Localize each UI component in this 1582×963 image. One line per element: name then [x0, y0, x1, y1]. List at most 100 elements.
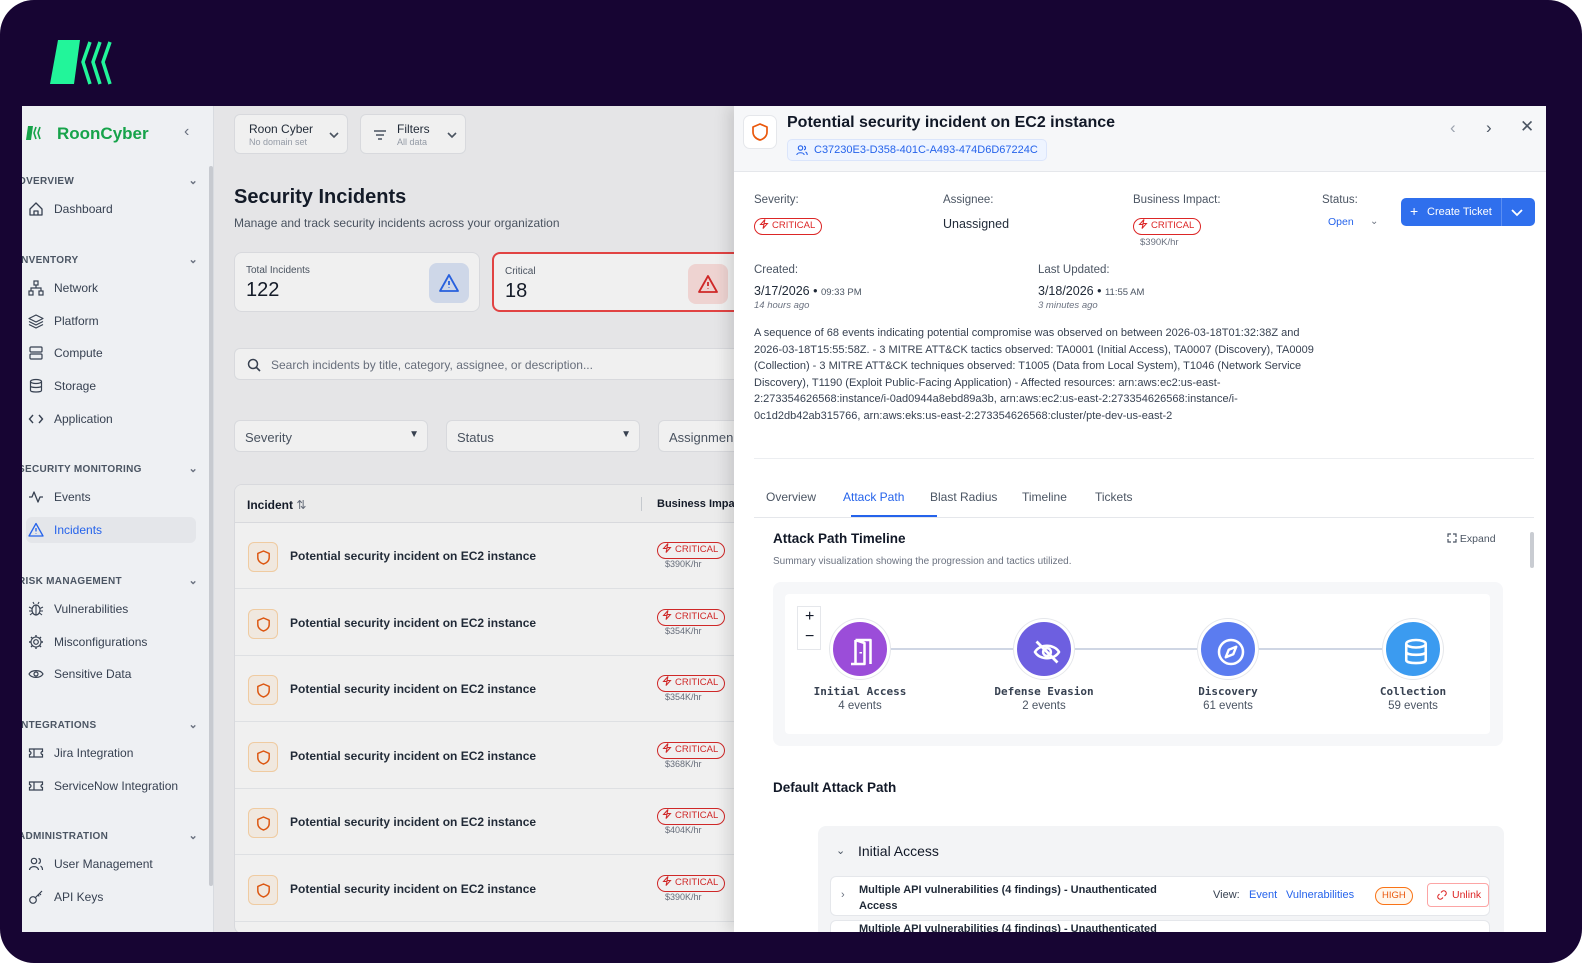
created-value: 3/17/2026 • 09:33 PM: [754, 284, 862, 298]
sidebar-section-header[interactable]: INVENTORY ⌄: [22, 254, 198, 266]
updated-label: Last Updated:: [1038, 264, 1110, 276]
sidebar-scrollbar[interactable]: [209, 166, 213, 886]
table-row[interactable]: Potential security incident on EC2 insta…: [235, 523, 734, 589]
sidebar-item-storage[interactable]: Storage: [26, 373, 196, 399]
sidebar-item-label: Sensitive Data: [54, 667, 132, 682]
vulnerabilities-link[interactable]: Vulnerabilities: [1286, 889, 1355, 901]
chevron-down-icon[interactable]: ⌄: [188, 719, 198, 731]
shield-icon: [248, 741, 278, 772]
chevron-down-icon: [447, 132, 457, 139]
timeline-node-initial-access[interactable]: [830, 619, 890, 679]
timeline-node-defense-evasion[interactable]: [1014, 619, 1074, 679]
next-incident-icon[interactable]: ›: [1486, 118, 1492, 137]
sidebar-item-user-management[interactable]: User Management: [26, 851, 196, 877]
table-row[interactable]: Potential security incident on EC2 insta…: [235, 723, 734, 789]
panel-scrollbar[interactable]: [1530, 532, 1534, 568]
shield-icon: [743, 115, 777, 149]
chevron-down-icon[interactable]: ⌄: [188, 254, 198, 266]
sidebar-section-header[interactable]: RISK MANAGEMENT ⌄: [22, 575, 198, 587]
chevron-down-icon[interactable]: [1509, 204, 1525, 220]
sidebar-item-compute[interactable]: Compute: [26, 340, 196, 366]
sidebar-item-network[interactable]: Network: [26, 275, 196, 301]
incident-detail-panel: Potential security incident on EC2 insta…: [734, 106, 1546, 932]
divider: [754, 458, 1534, 459]
sidebar-section-header[interactable]: INTEGRATIONS ⌄: [22, 719, 198, 731]
table-row[interactable]: Potential security incident on EC2 insta…: [235, 590, 734, 656]
tab-blast-radius[interactable]: Blast Radius: [930, 490, 998, 504]
assignment-filter[interactable]: Assignmen: [658, 420, 734, 452]
sidebar-item-servicenow-integration[interactable]: ServiceNow Integration: [26, 773, 196, 799]
sidebar-item-misconfigurations[interactable]: Misconfigurations: [26, 629, 196, 655]
org-selector[interactable]: Roon Cyber No domain set: [234, 114, 348, 154]
search-input[interactable]: Search incidents by title, category, ass…: [234, 348, 734, 380]
close-icon[interactable]: ✕: [1520, 117, 1535, 136]
sidebar-item-sensitive-data[interactable]: Sensitive Data: [26, 661, 196, 687]
expand-button[interactable]: Expand: [1447, 533, 1496, 545]
severity-badge: CRITICAL: [657, 805, 726, 826]
tab-timeline[interactable]: Timeline: [1022, 490, 1067, 504]
sidebar-item-jira-integration[interactable]: Jira Integration: [26, 740, 196, 766]
chevron-down-icon[interactable]: ⌄: [188, 575, 198, 587]
database-icon: [1404, 638, 1428, 665]
assignee-value[interactable]: Unassigned: [943, 217, 1010, 231]
timeline-node-collection[interactable]: [1383, 619, 1443, 679]
sidebar-item-label: Network: [54, 281, 99, 295]
unlink-button[interactable]: Unlink: [1427, 883, 1489, 907]
sidebar-item-application[interactable]: Application: [26, 406, 196, 432]
page-subtitle: Manage and track security incidents acro…: [234, 216, 560, 230]
zoom-in-button[interactable]: +: [805, 608, 815, 625]
finding-row[interactable]: Multiple API vulnerabilities (4 findings…: [830, 920, 1490, 932]
search-placeholder: Search incidents by title, category, ass…: [271, 358, 593, 372]
tab-tickets[interactable]: Tickets: [1095, 490, 1133, 504]
chevron-down-icon[interactable]: ⌄: [188, 463, 198, 475]
column-header-incident[interactable]: Incident ⇅: [247, 498, 307, 512]
sidebar-item-api-keys[interactable]: API Keys: [26, 884, 196, 910]
modal-backdrop[interactable]: [214, 106, 734, 932]
sidebar-item-platform[interactable]: Platform: [26, 308, 196, 334]
sidebar-section-header[interactable]: SECURITY MONITORING ⌄: [22, 463, 198, 475]
chevron-down-icon[interactable]: ⌄: [188, 175, 198, 187]
tab-attack-path[interactable]: Attack Path: [843, 490, 905, 504]
collapse-sidebar-icon[interactable]: ‹: [184, 123, 190, 140]
sidebar-item-events[interactable]: Events: [26, 484, 196, 510]
sidebar-item-dashboard[interactable]: Dashboard: [26, 196, 196, 222]
sidebar-item-incidents[interactable]: Incidents: [26, 516, 196, 543]
bolt-icon: [662, 609, 672, 620]
severity-filter[interactable]: Severity ▼: [234, 420, 428, 452]
home-icon: [29, 202, 43, 216]
table-row[interactable]: Potential security incident on EC2 insta…: [235, 789, 734, 856]
previous-incident-icon[interactable]: ‹: [1450, 118, 1456, 137]
table-row[interactable]: Potential security incident on EC2 insta…: [235, 856, 734, 922]
event-link[interactable]: Event: [1249, 889, 1278, 901]
zoom-out-button[interactable]: −: [805, 628, 815, 645]
chevron-down-icon[interactable]: ⌄: [836, 845, 846, 857]
chevron-down-icon[interactable]: ⌄: [1370, 216, 1379, 227]
chevron-right-icon[interactable]: ›: [841, 889, 845, 901]
bolt-icon: [1138, 219, 1148, 229]
status-select[interactable]: Open: [1328, 216, 1354, 228]
attack-path-group: ⌄ Initial Access › Multiple API vulnerab…: [818, 826, 1504, 932]
status-filter[interactable]: Status ▼: [446, 420, 640, 452]
shield-icon: [248, 675, 278, 706]
sidebar-item-vulnerabilities[interactable]: Vulnerabilities: [26, 596, 196, 622]
severity-badge: CRITICAL: [657, 739, 726, 759]
column-header-impact[interactable]: Business Impa: [657, 498, 734, 510]
ticket-icon: [28, 748, 44, 758]
create-ticket-label: Create Ticket: [1427, 206, 1492, 218]
incident-id-badge[interactable]: C37230E3-D358-401C-A493-474D6D67224C: [787, 139, 1047, 161]
chevron-down-icon[interactable]: ⌄: [188, 830, 198, 842]
impact-cost: $368K/hr: [665, 758, 702, 769]
timeline-node-discovery[interactable]: [1198, 619, 1258, 679]
attack-timeline: + − Initial Access 4 events Defense Evas…: [785, 594, 1490, 734]
create-ticket-button[interactable]: + Create Ticket: [1401, 198, 1535, 226]
table-row[interactable]: Potential security incident on EC2 insta…: [235, 656, 734, 723]
tab-overview[interactable]: Overview: [766, 490, 817, 504]
shield-icon: [248, 808, 278, 839]
sidebar-section-header[interactable]: OVERVIEW ⌄: [22, 175, 198, 187]
impact-cost: $354K/hr: [665, 692, 702, 703]
finding-row[interactable]: › Multiple API vulnerabilities (4 findin…: [830, 876, 1490, 916]
sidebar-section-header[interactable]: ADMINISTRATION ⌄: [22, 830, 198, 842]
sidebar-item-label: Application: [54, 411, 113, 426]
filters-selector[interactable]: Filters All data: [360, 114, 466, 154]
stat-label: Total Incidents: [246, 265, 310, 276]
